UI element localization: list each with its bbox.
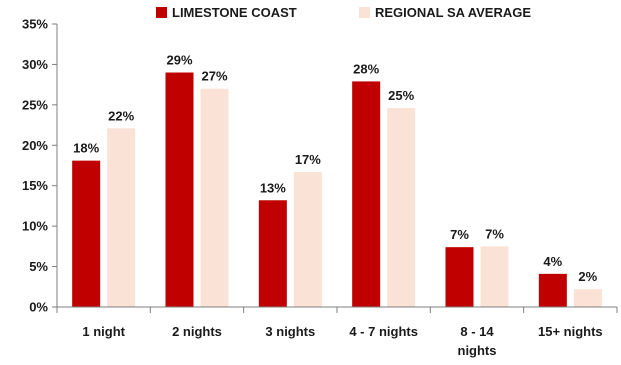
legend-label: REGIONAL SA AVERAGE [375,5,531,20]
data-label: 27% [201,69,227,84]
bar [293,171,322,307]
bar [573,289,602,307]
bar [72,160,101,307]
x-category-label: 4 - 7 nights [349,324,418,339]
legend-swatch [359,7,370,18]
legend-swatch [156,7,167,18]
y-tick-label: 25% [22,97,48,112]
bar [258,200,287,307]
bar [387,108,416,307]
y-tick-label: 30% [22,57,48,72]
legend: LIMESTONE COAST REGIONAL SA AVERAGE [156,5,531,20]
data-label: 22% [108,108,134,123]
bar [352,81,381,307]
y-tick-label: 35% [22,17,48,32]
y-tick-label: 0% [29,300,48,315]
y-tick-label: 5% [29,259,48,274]
x-category-label: 15+ nights [538,324,603,339]
data-labels: 18% 29% 13% 28% 7% 4% 22% 27% 17% 25% 7% 2% [73,53,598,285]
x-axis: 1 night 2 nights 3 nights 4 - 7 nights 8 - 1… [56,306,618,358]
bar [445,247,474,307]
bar [480,246,509,307]
bar [165,72,194,307]
y-tick-label: 15% [22,178,48,193]
data-label: 2% [578,269,597,284]
bar [538,273,567,307]
bar [107,128,136,307]
data-label: 7% [450,227,469,242]
x-category-label: 3 nights [265,324,315,339]
y-axis: 0% 5% 10% 15% 20% 25% 30% 35% [22,17,58,315]
data-label: 29% [166,53,192,68]
bar [200,88,229,307]
data-label: 17% [295,152,321,167]
bars [72,72,602,307]
y-tick-label: 10% [22,219,48,234]
x-category-label: 8 - 14 [460,324,494,339]
x-category-label: nights [458,343,497,358]
legend-item: REGIONAL SA AVERAGE [359,5,531,20]
data-label: 13% [260,180,286,195]
data-label: 7% [485,226,504,241]
legend-item: LIMESTONE COAST [156,5,297,20]
data-label: 28% [353,61,379,76]
x-category-label: 1 night [82,324,125,339]
data-label: 18% [73,141,99,156]
legend-label: LIMESTONE COAST [172,5,297,20]
y-tick-label: 20% [22,138,48,153]
data-label: 4% [543,254,562,269]
x-category-label: 2 nights [172,324,222,339]
data-label: 25% [388,88,414,103]
